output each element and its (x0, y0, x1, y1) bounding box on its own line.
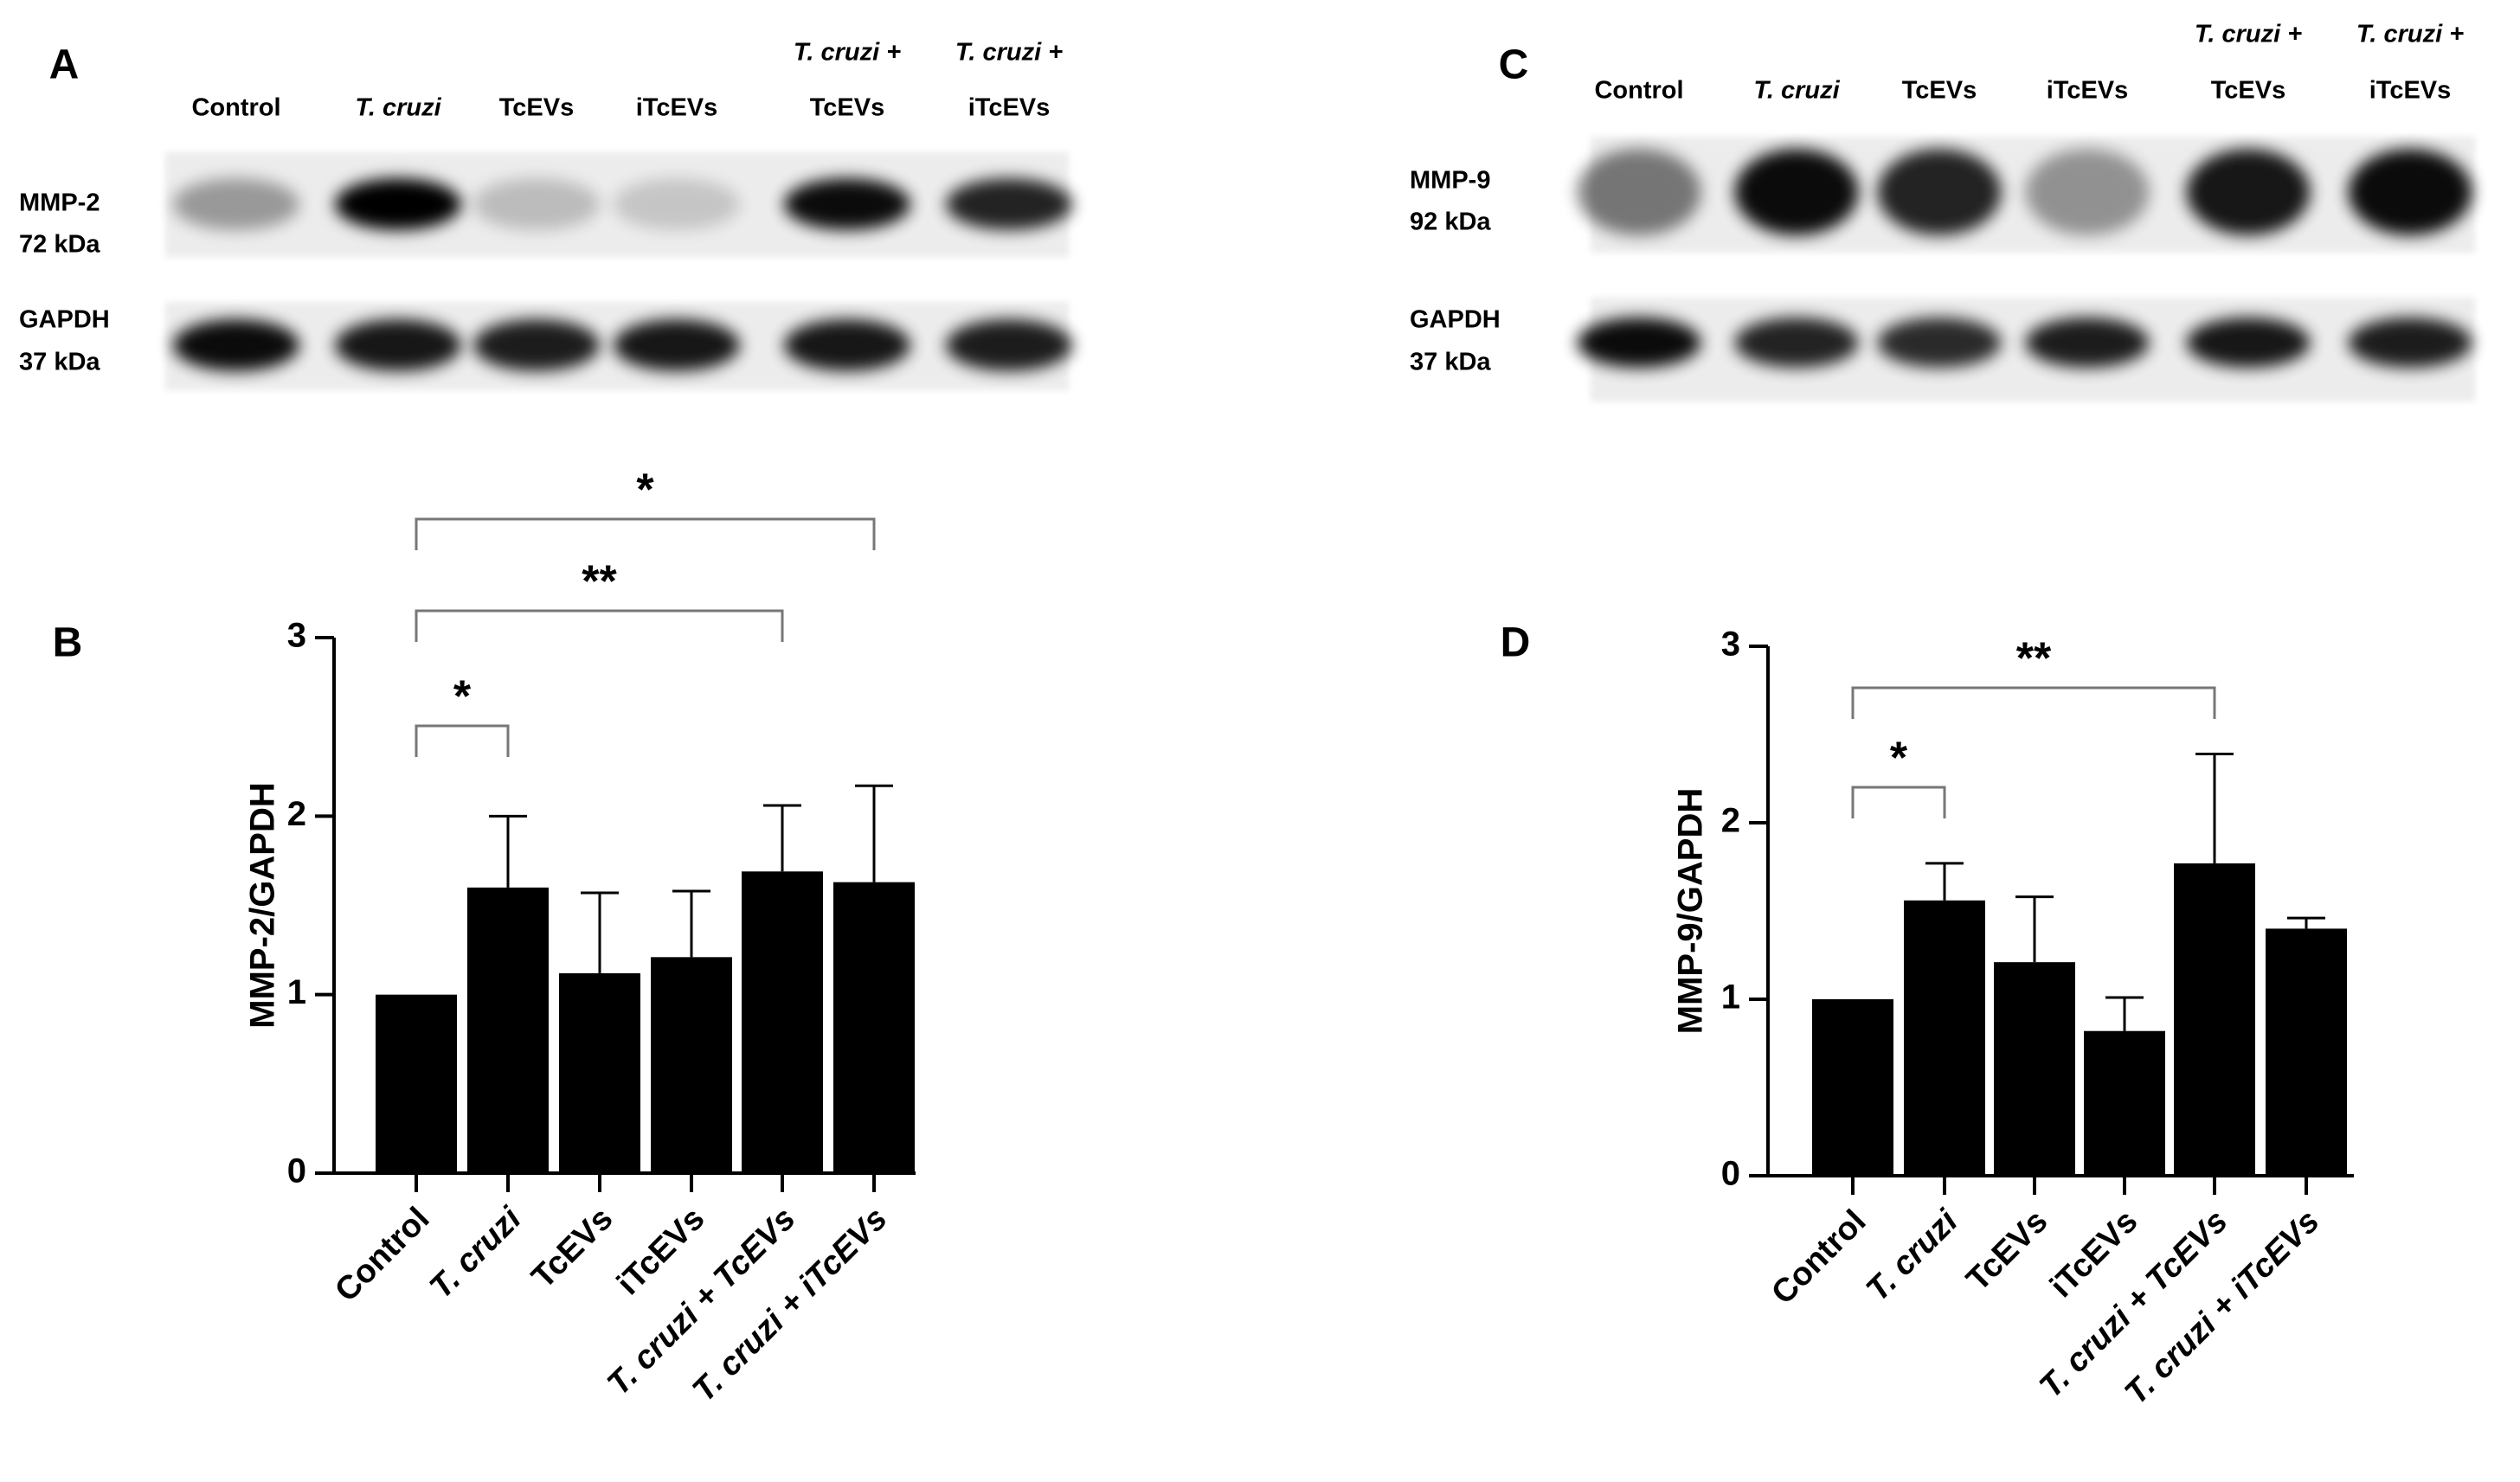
significance-bracket (415, 724, 510, 757)
lane-label: TcEVs (810, 94, 885, 122)
blot-band (472, 178, 601, 230)
x-tick-label: T. cruzi (423, 1200, 530, 1306)
y-axis-label: MMP-2/GAPDH (244, 782, 282, 1028)
bar (2174, 863, 2255, 1176)
bar (376, 994, 457, 1173)
blot-band (1877, 149, 2002, 235)
bar (559, 972, 640, 1173)
bar (2266, 928, 2347, 1176)
lane-label: T. cruzi (1753, 77, 1840, 105)
bar (1904, 900, 1985, 1176)
blot-band (2186, 318, 2311, 368)
bar (742, 871, 823, 1173)
x-tick-label: TcEVs (525, 1201, 620, 1296)
lane-label: Control (191, 94, 280, 122)
lane-label: iTcEVs (2047, 77, 2129, 105)
lane-label: iTcEVs (968, 94, 1051, 122)
row-label: GAPDH (19, 306, 110, 334)
blot-band (613, 319, 741, 371)
blot-band (1734, 149, 1859, 235)
blot-band (783, 319, 911, 371)
lane-label: Control (1594, 77, 1683, 105)
panel-label: A (49, 42, 80, 88)
blot-band (2186, 149, 2311, 235)
panel-label: D (1501, 620, 1531, 666)
significance-label: * (636, 465, 654, 516)
blot-band (334, 319, 462, 371)
y-tick-label: 1 (287, 973, 306, 1011)
significance-label: ** (2016, 634, 2052, 684)
blot-band (172, 178, 300, 230)
blot-band (334, 178, 462, 230)
lane-label: T. cruzi + (955, 39, 1063, 67)
row-label: 92 kDa (1410, 209, 1491, 236)
y-tick-label: 2 (1721, 802, 1740, 840)
blot-band (945, 319, 1073, 371)
lane-label: TcEVs (1902, 77, 1977, 105)
x-tick-label: Control (1765, 1203, 1873, 1312)
significance-label: * (1890, 734, 1908, 784)
blot-band (945, 178, 1073, 230)
bar (1994, 962, 2075, 1176)
significance-label: ** (582, 557, 617, 607)
row-label: 37 kDa (19, 349, 100, 376)
blot-band (2025, 318, 2150, 368)
lane-label: TcEVs (499, 94, 575, 122)
bar (833, 882, 915, 1173)
lane-label: T. cruzi (355, 94, 441, 122)
lane-label: T. cruzi + (2356, 21, 2464, 48)
blot-band (1577, 318, 1701, 368)
panel-label: B (53, 620, 83, 666)
blot-band (783, 178, 911, 230)
row-label: MMP-2 (19, 189, 100, 217)
bar (1812, 999, 1893, 1176)
panel-label: C (1499, 42, 1529, 88)
significance-bracket (1851, 686, 2216, 719)
y-tick-label: 0 (1721, 1155, 1740, 1193)
blot-band (2348, 318, 2472, 368)
blot-band (1734, 318, 1859, 368)
x-tick-label: TcEVs (1960, 1203, 2055, 1299)
bar (467, 887, 549, 1173)
blot-band (2025, 149, 2150, 235)
lane-label: iTcEVs (2369, 77, 2452, 105)
blot-band (472, 319, 601, 371)
significance-label: * (453, 672, 472, 722)
y-tick-label: 1 (1721, 978, 1740, 1017)
row-label: 72 kDa (19, 231, 100, 259)
y-tick-label: 0 (287, 1152, 306, 1190)
x-tick-label: Control (328, 1201, 436, 1309)
lane-label: T. cruzi + (2195, 21, 2302, 48)
y-tick-label: 3 (1721, 626, 1740, 664)
blot-band (1877, 318, 2002, 368)
significance-bracket (415, 609, 784, 642)
lane-label: T. cruzi + (794, 39, 901, 67)
row-label: 37 kDa (1410, 349, 1491, 376)
significance-bracket (1851, 786, 1946, 818)
y-tick-label: 3 (287, 617, 306, 655)
significance-bracket (415, 517, 876, 550)
row-label: GAPDH (1410, 306, 1501, 334)
y-axis-label: MMP-9/GAPDH (1672, 788, 1710, 1034)
x-tick-label: T. cruzi (1860, 1203, 1966, 1309)
bar (2084, 1030, 2165, 1176)
blot-band (172, 319, 300, 371)
blot-band (613, 178, 741, 230)
blot-band (1577, 149, 1701, 235)
bar (651, 957, 732, 1173)
blot-band (2348, 149, 2472, 235)
row-label: MMP-9 (1410, 167, 1490, 195)
y-tick-label: 2 (287, 795, 306, 833)
lane-label: TcEVs (2211, 77, 2286, 105)
lane-label: iTcEVs (636, 94, 718, 122)
